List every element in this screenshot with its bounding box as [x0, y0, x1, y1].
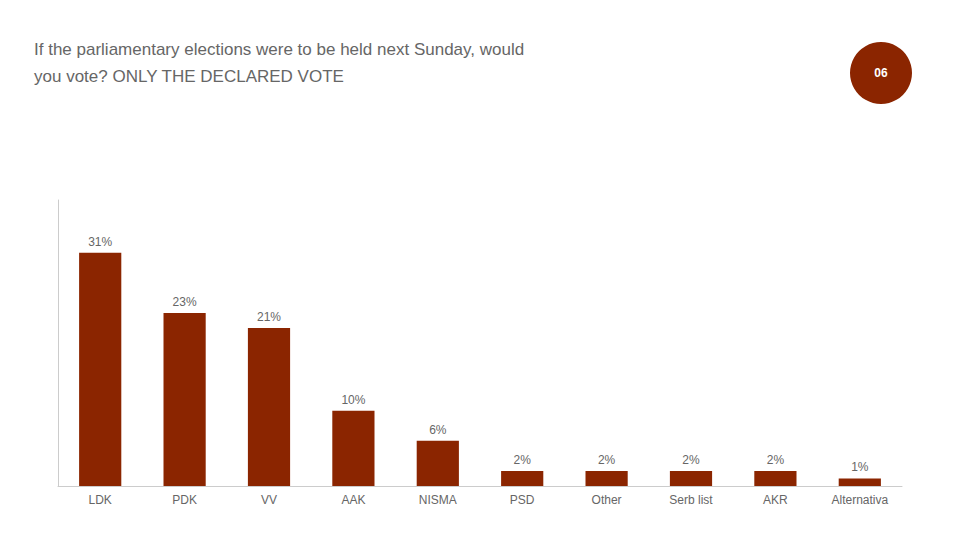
svg-text:2%: 2%: [514, 453, 532, 467]
svg-text:LDK: LDK: [89, 493, 112, 507]
svg-text:Serb list: Serb list: [669, 493, 713, 507]
svg-text:06: 06: [874, 66, 888, 80]
svg-text:1%: 1%: [851, 460, 869, 474]
svg-text:PDK: PDK: [172, 493, 197, 507]
svg-text:6%: 6%: [429, 423, 447, 437]
svg-text:VV: VV: [261, 493, 277, 507]
svg-text:If the parliamentary elections: If the parliamentary elections were to b…: [34, 40, 524, 59]
svg-text:2%: 2%: [767, 453, 785, 467]
svg-text:2%: 2%: [682, 453, 700, 467]
svg-text:you vote? ONLY THE DECLARED VO: you vote? ONLY THE DECLARED VOTE: [34, 67, 344, 86]
svg-text:21%: 21%: [257, 310, 281, 324]
svg-text:Alternativa: Alternativa: [831, 493, 888, 507]
svg-text:2%: 2%: [598, 453, 616, 467]
svg-text:AAK: AAK: [341, 493, 365, 507]
svg-text:23%: 23%: [173, 295, 197, 309]
svg-text:Other: Other: [592, 493, 622, 507]
svg-text:PSD: PSD: [510, 493, 535, 507]
svg-text:AKR: AKR: [763, 493, 788, 507]
svg-text:NISMA: NISMA: [419, 493, 457, 507]
svg-text:10%: 10%: [341, 393, 365, 407]
svg-text:31%: 31%: [88, 235, 112, 249]
